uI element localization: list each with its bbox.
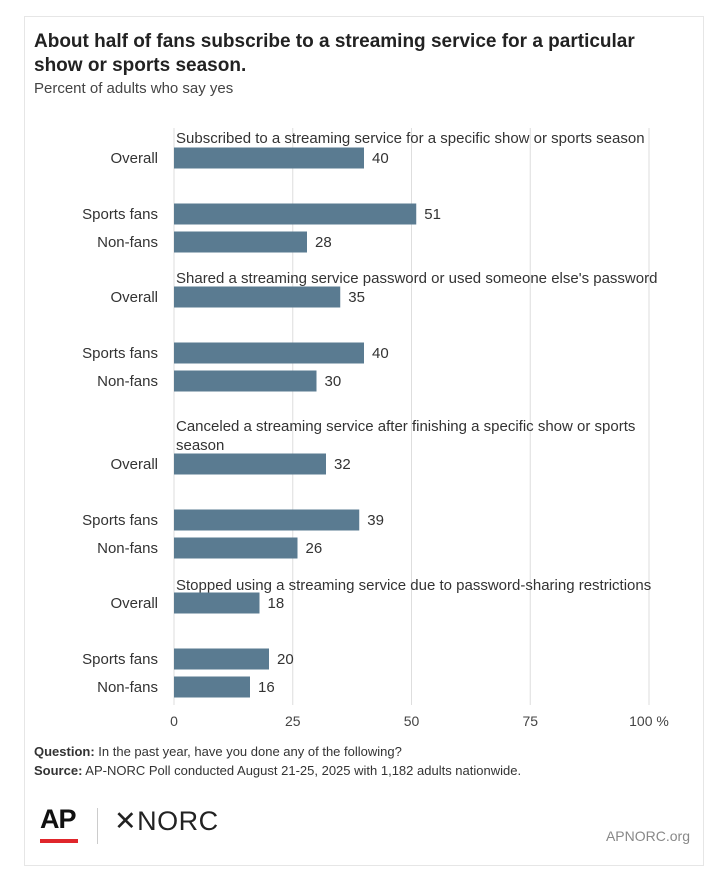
x-tick-label: 0 [170, 713, 178, 729]
value-label: 40 [372, 150, 389, 167]
bar [174, 676, 250, 698]
group-label: Subscribed to a streaming service for a … [176, 130, 645, 147]
value-label: 51 [424, 206, 441, 223]
value-label: 20 [277, 651, 294, 668]
x-tick-label: 50 [404, 713, 420, 729]
group-label: season [176, 437, 224, 454]
value-label: 39 [367, 512, 384, 529]
chart-subtitle: Percent of adults who say yes [34, 80, 234, 97]
source-label: Source: [34, 763, 83, 778]
bar [174, 342, 364, 364]
category-label: Overall [110, 456, 158, 473]
bar [174, 231, 307, 253]
x-tick-label: 25 [285, 713, 301, 729]
category-label: Non-fans [97, 679, 158, 696]
category-label: Overall [110, 595, 158, 612]
source-note: Source: AP-NORC Poll conducted August 21… [34, 763, 521, 778]
category-label: Sports fans [82, 345, 158, 362]
category-label: Overall [110, 289, 158, 306]
logo-divider [97, 808, 98, 844]
source-text: AP-NORC Poll conducted August 21-25, 202… [82, 763, 522, 778]
category-label: Sports fans [82, 512, 158, 529]
bar [174, 203, 417, 225]
bar [174, 370, 317, 392]
value-label: 32 [334, 456, 351, 473]
ap-logo-underline [40, 839, 78, 843]
bar [174, 286, 341, 308]
question-note: Question: In the past year, have you don… [34, 744, 402, 759]
bar [174, 147, 364, 169]
ap-logo: AP [40, 804, 77, 834]
category-label: Sports fans [82, 206, 158, 223]
bar [174, 592, 260, 614]
bar [174, 537, 298, 559]
value-label: 28 [315, 234, 332, 251]
group-label: Stopped using a streaming service due to… [176, 577, 651, 594]
value-label: 35 [348, 289, 365, 306]
x-tick-label: 75 [522, 713, 538, 729]
site-url: APNORC.org [605, 828, 690, 844]
bar [174, 509, 360, 531]
group-label: Canceled a streaming service after finis… [176, 418, 635, 435]
value-label: 18 [268, 595, 285, 612]
question-text: In the past year, have you done any of t… [94, 744, 402, 759]
value-label: 40 [372, 345, 389, 362]
bar [174, 453, 326, 475]
category-label: Non-fans [97, 373, 158, 390]
group-label: Shared a streaming service password or u… [176, 270, 657, 287]
value-label: 26 [306, 540, 323, 557]
norc-logo: ✕NORC [114, 806, 219, 836]
category-label: Non-fans [97, 540, 158, 557]
bar [174, 648, 269, 670]
x-tick-label: 100 % [629, 713, 669, 729]
value-label: 16 [258, 679, 275, 696]
category-label: Non-fans [97, 234, 158, 251]
category-label: Sports fans [82, 651, 158, 668]
chart-title: About half of fans subscribe to a stream… [34, 31, 635, 76]
question-label: Question: [34, 744, 95, 759]
category-label: Overall [110, 150, 158, 167]
value-label: 30 [325, 373, 342, 390]
